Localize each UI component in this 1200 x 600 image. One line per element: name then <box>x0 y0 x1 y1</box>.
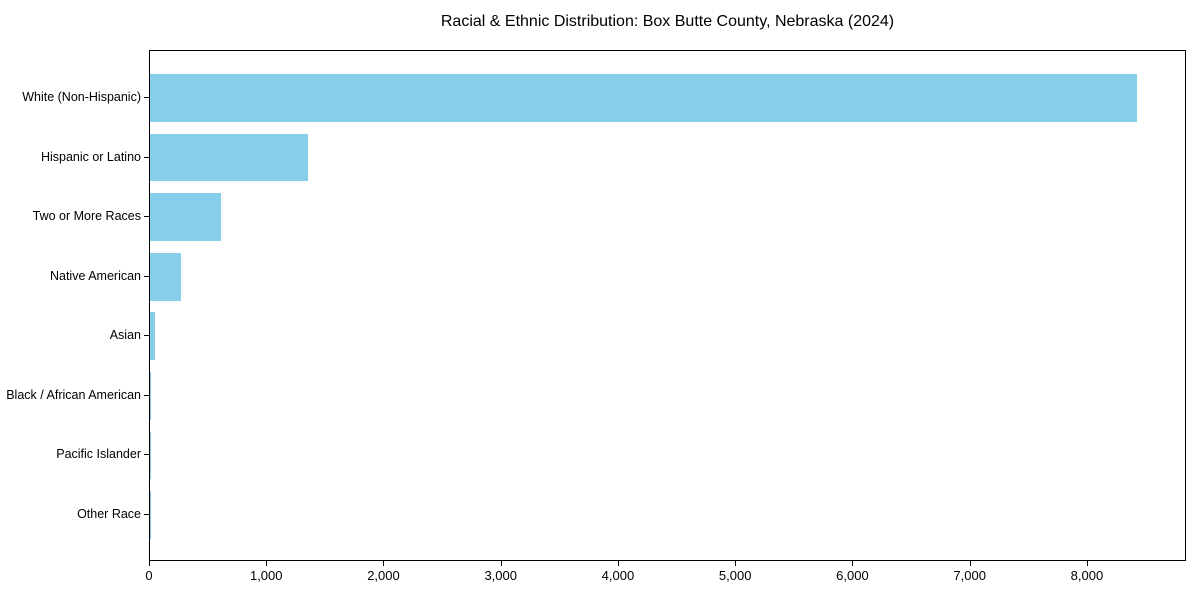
y-tick-label: White (Non-Hispanic) <box>22 90 141 105</box>
x-tick-mark <box>266 561 267 566</box>
y-tick-label: Pacific Islander <box>56 447 141 462</box>
x-tick-label: 1,000 <box>249 568 283 583</box>
bar-native-american <box>150 252 182 301</box>
y-tick-mark <box>144 276 149 277</box>
y-tick-label: Hispanic or Latino <box>40 149 141 164</box>
y-tick-mark <box>144 216 149 217</box>
y-tick-mark <box>144 395 149 396</box>
x-tick-label: 8,000 <box>1070 568 1104 583</box>
x-tick-mark <box>383 561 384 566</box>
x-tick-label: 3,000 <box>484 568 517 583</box>
x-tick-label: 7,000 <box>953 568 986 583</box>
y-tick-mark <box>144 454 149 455</box>
y-tick-mark <box>144 97 149 98</box>
y-tick-mark <box>144 335 149 336</box>
x-tick-mark <box>1087 561 1088 566</box>
chart-title: Racial & Ethnic Distribution: Box Butte … <box>440 13 895 30</box>
x-tick-mark <box>735 561 736 566</box>
y-tick-mark <box>144 514 149 515</box>
bar-black-african-american <box>150 372 152 420</box>
plot-area <box>149 50 1186 561</box>
x-tick-label: 0 <box>145 568 153 583</box>
x-tick-label: 4,000 <box>601 568 635 583</box>
bar-asian <box>150 312 156 361</box>
x-tick-mark <box>501 561 502 566</box>
x-tick-label: 6,000 <box>836 568 869 583</box>
bar-hispanic-or-latino <box>150 133 309 182</box>
x-tick-mark <box>618 561 619 566</box>
y-tick-label: Native American <box>49 268 141 283</box>
bar-white-non-hispanic <box>150 74 1138 122</box>
y-tick-label: Other Race <box>77 506 141 521</box>
y-tick-mark <box>144 157 149 158</box>
x-tick-label: 2,000 <box>367 568 400 583</box>
x-tick-mark <box>149 561 150 566</box>
x-tick-mark <box>852 561 853 566</box>
x-tick-mark <box>970 561 971 566</box>
bar-two-or-more-races <box>150 193 221 241</box>
y-tick-label: Black / African American <box>6 387 141 402</box>
x-tick-label: 5,000 <box>718 568 752 583</box>
y-tick-label: Two or More Races <box>32 209 141 224</box>
y-tick-label: Asian <box>109 328 141 343</box>
